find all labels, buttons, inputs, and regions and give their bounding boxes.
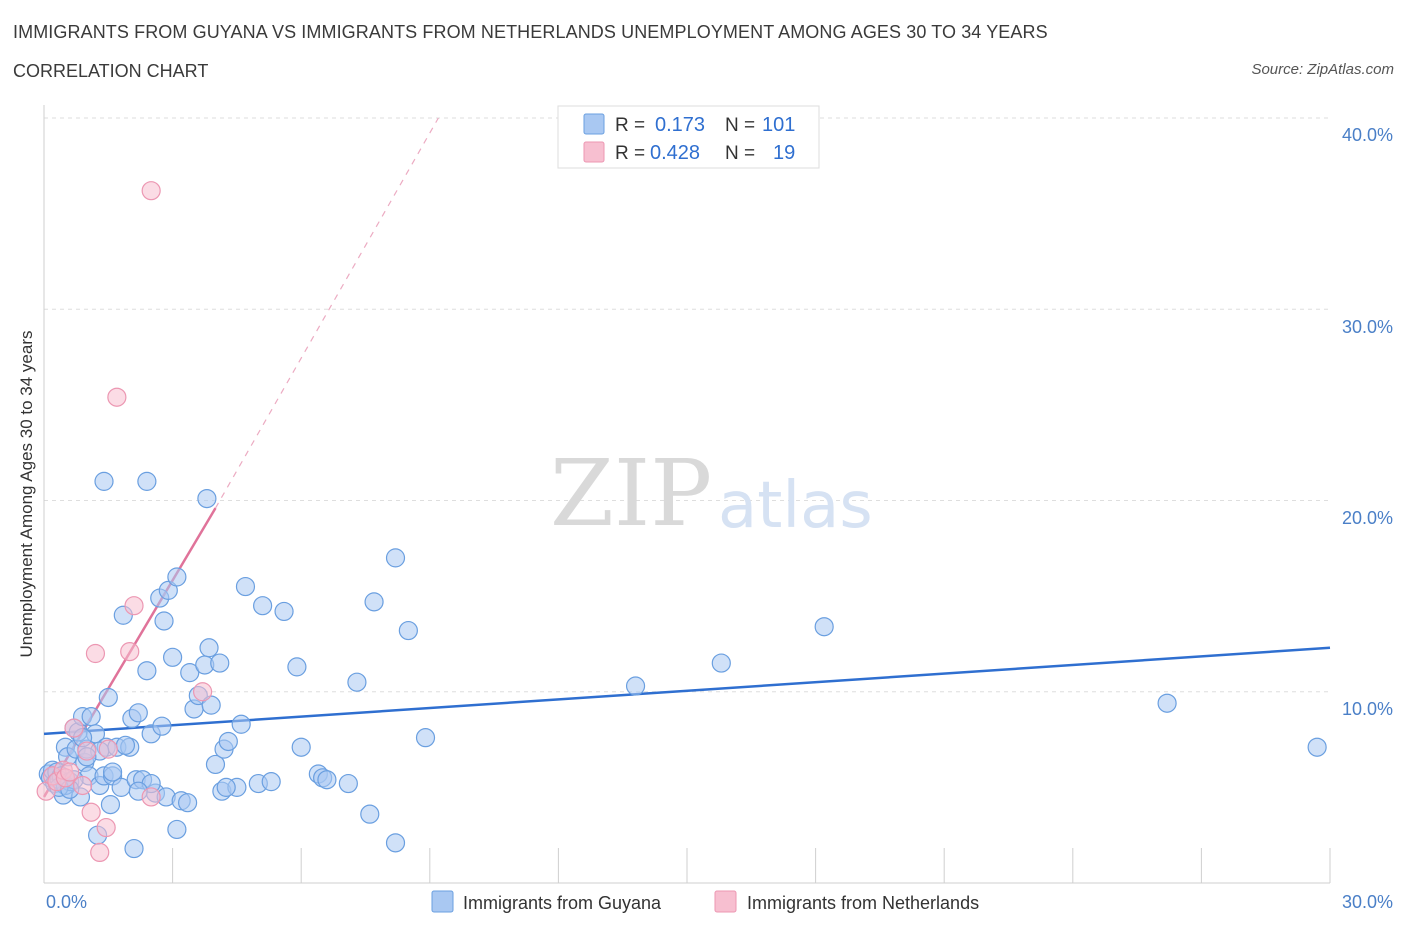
x-tick-label-max: 30.0% [1342, 892, 1393, 912]
netherlands-point [81, 802, 101, 822]
guyana-point [210, 653, 230, 673]
legend-r-label-netherlands: R = [615, 143, 645, 164]
x-tick-label-min: 0.0% [46, 892, 87, 912]
guyana-point [625, 676, 646, 696]
legend-n-value-guyana: 101 [762, 114, 795, 136]
guyana-point [711, 653, 731, 673]
guyana-point [398, 620, 418, 641]
guyana-point [197, 488, 217, 509]
netherlands-point [77, 741, 97, 761]
legend-r-label-guyana: R = [615, 115, 645, 136]
guyana-point [178, 793, 198, 813]
guyana-point [124, 838, 144, 859]
y-tick-label-20: 20.0% [1342, 508, 1393, 528]
guyana-point [81, 707, 101, 727]
guyana-point [98, 687, 118, 708]
guyana-point [385, 833, 406, 853]
chart-subtitle: CORRELATION CHART [13, 61, 209, 81]
guyana-point [1307, 737, 1327, 757]
x-tick-marks [172, 848, 1331, 883]
guyana-point [180, 663, 200, 683]
netherlands-point [90, 842, 110, 863]
guyana-point [253, 596, 273, 616]
netherlands-point [141, 787, 161, 807]
series-legend-swatch-netherlands [714, 890, 737, 913]
guyana-point [364, 592, 384, 612]
guyana-point [235, 576, 256, 597]
guyana-point [167, 567, 187, 587]
guyana-point [137, 661, 157, 681]
legend-n-label-netherlands: N = [725, 143, 755, 164]
legend-swatch-netherlands [583, 141, 605, 163]
netherlands-point [96, 817, 116, 838]
series-legend-label-netherlands: Immigrants from Netherlands [747, 893, 979, 913]
guyana-point [415, 728, 436, 748]
netherlands-point [98, 739, 118, 759]
series-legend-label-guyana: Immigrants from Guyana [463, 893, 662, 913]
watermark-atlas: atlas [718, 469, 873, 543]
guyana-point [274, 601, 294, 622]
guyana-point [317, 770, 337, 790]
y-axis-label: Unemployment Among Ages 30 to 34 years [17, 331, 36, 658]
netherlands-trend-extension [214, 117, 439, 509]
guyana-point [102, 762, 123, 782]
guyana-point [115, 735, 136, 755]
watermark: ZIP atlas [550, 440, 873, 547]
guyana-point [814, 617, 834, 637]
legend-n-value-netherlands: 19 [773, 142, 795, 164]
source-label: Source: ZipAtlas.com [1251, 61, 1394, 78]
guyana-point [100, 794, 121, 815]
netherlands-point [141, 181, 161, 201]
y-tick-label-10: 10.0% [1342, 699, 1393, 719]
legend-r-value-netherlands: 0.428 [650, 142, 700, 164]
netherlands-point [60, 762, 80, 782]
guyana-point [199, 638, 219, 658]
netherlands-point [72, 775, 93, 796]
guyana-point [205, 754, 226, 775]
guyana-point [128, 703, 148, 723]
guyana-point [94, 471, 114, 491]
data-points [36, 181, 1327, 863]
guyana-trend-line [43, 646, 1331, 736]
guyana-point [291, 737, 311, 757]
guyana-point [158, 580, 178, 600]
guyana-point [137, 471, 157, 491]
series-legend: Immigrants from Guyana Immigrants from N… [431, 890, 979, 913]
stats-legend: R = 0.173 N = 101 R = 0.428 N = 19 [557, 105, 820, 169]
netherlands-point [193, 682, 213, 702]
guyana-point [154, 611, 174, 631]
y-tick-labels: 40.0% 30.0% 20.0% 10.0% [1342, 125, 1393, 719]
guyana-point [218, 731, 238, 752]
legend-swatch-guyana [583, 113, 605, 135]
guyana-point [167, 819, 187, 840]
netherlands-point [64, 718, 84, 738]
netherlands-point [120, 641, 140, 662]
guyana-point [152, 716, 172, 736]
netherlands-point [85, 643, 106, 664]
watermark-zip: ZIP [550, 440, 712, 547]
series-legend-swatch-guyana [431, 890, 454, 913]
y-tick-label-40: 40.0% [1342, 125, 1393, 145]
legend-r-value-guyana: 0.173 [655, 114, 705, 136]
netherlands-point [124, 596, 144, 616]
legend-n-label-guyana: N = [725, 115, 755, 136]
guyana-point [287, 657, 307, 677]
guyana-point [201, 695, 221, 715]
guyana-point [216, 777, 236, 797]
guyana-point [385, 548, 406, 568]
guyana-point [360, 804, 380, 824]
y-tick-label-30: 30.0% [1342, 317, 1393, 337]
chart-title: IMMIGRANTS FROM GUYANA VS IMMIGRANTS FRO… [13, 22, 1048, 42]
guyana-point [163, 647, 183, 667]
guyana-point [261, 772, 281, 792]
guyana-point [347, 672, 367, 692]
guyana-point [1157, 693, 1177, 713]
guyana-point [231, 714, 251, 734]
netherlands-point [107, 387, 127, 407]
guyana-point [338, 773, 358, 794]
grid-lines [44, 117, 1330, 693]
